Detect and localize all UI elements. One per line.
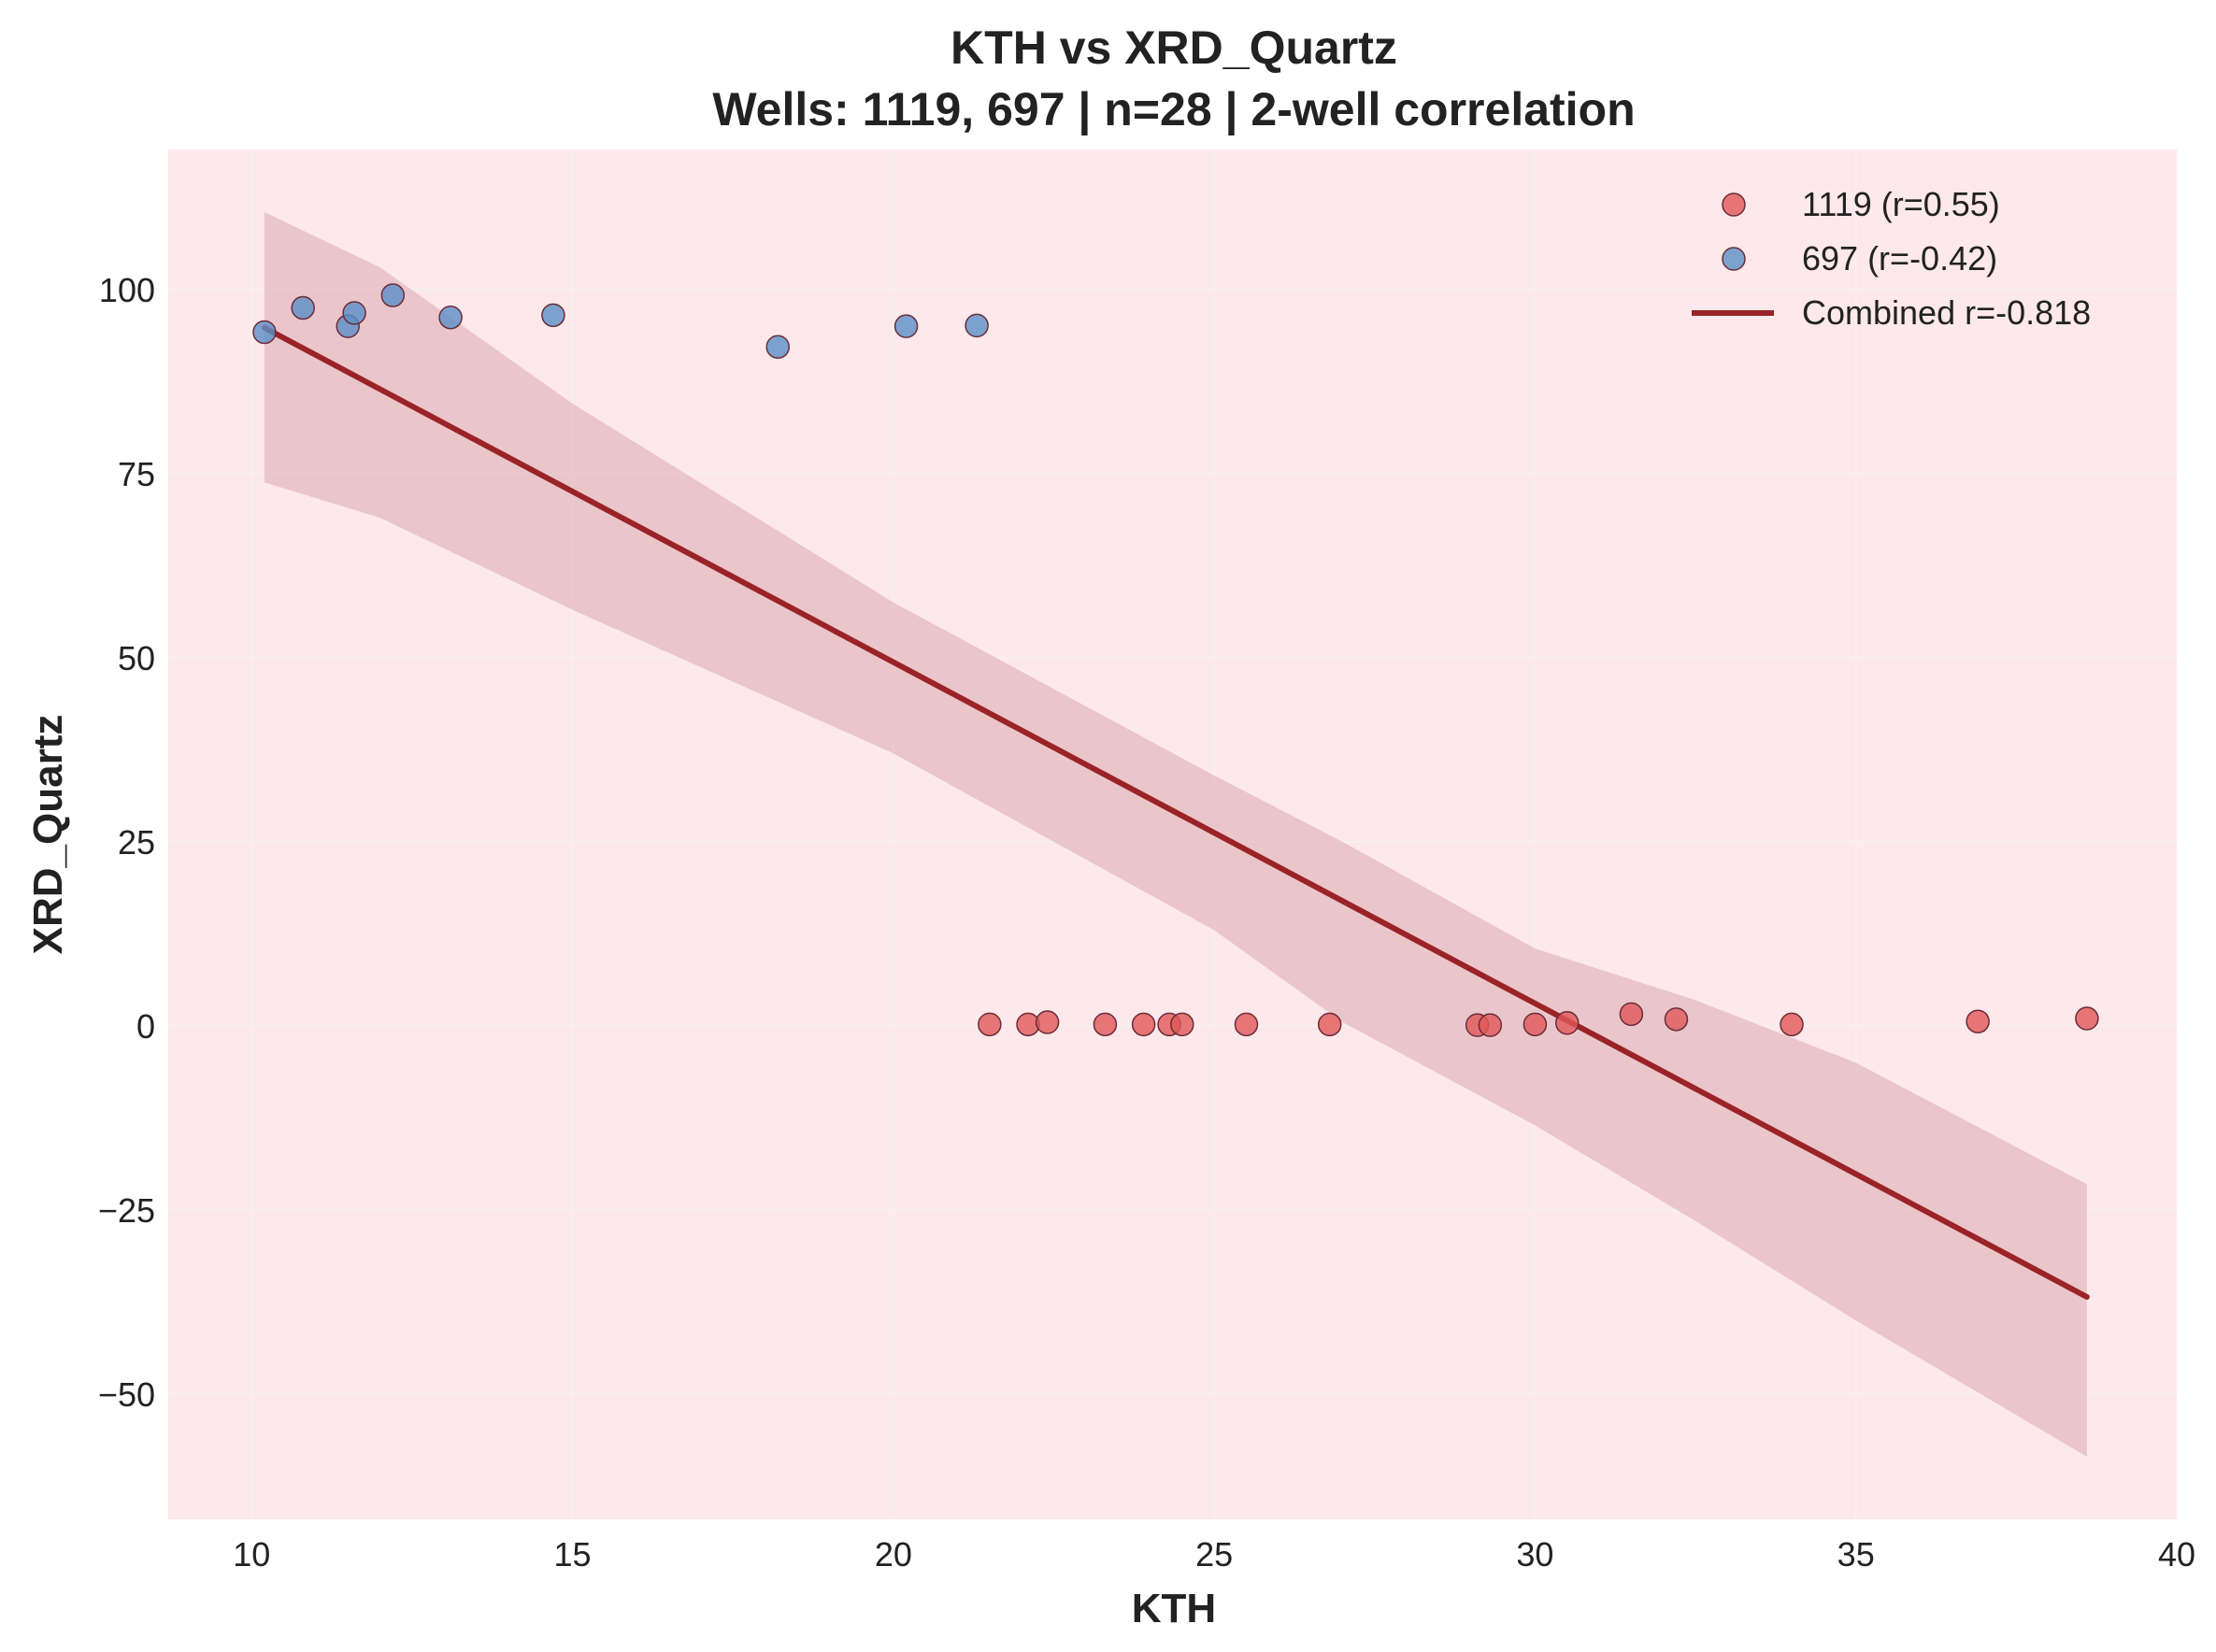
- legend-marker-1119: [1722, 192, 1746, 217]
- confidence-band: [264, 211, 2087, 1458]
- data-point-1119: [1234, 1012, 1259, 1037]
- y-tick-label: 75: [118, 455, 155, 493]
- chart-subtitle: Wells: 1119, 697 | n=28 | 2-well correla…: [712, 83, 1635, 136]
- legend-marker-697: [1722, 247, 1746, 271]
- data-point-697: [380, 283, 406, 307]
- data-point-1119: [1780, 1012, 1804, 1037]
- data-point-697: [438, 305, 463, 330]
- data-points-layer: [252, 283, 2099, 1037]
- x-tick-label: 10: [233, 1535, 270, 1574]
- data-point-697: [541, 303, 565, 328]
- y-tick-label: 100: [99, 271, 155, 309]
- data-point-1119: [978, 1012, 1002, 1037]
- data-point-697: [252, 320, 277, 345]
- data-point-1119: [2075, 1006, 2099, 1031]
- data-point-697: [894, 314, 919, 338]
- y-tick-label: −25: [98, 1191, 155, 1230]
- x-axis-label: KTH: [1132, 1586, 1216, 1631]
- x-tick-label: 20: [875, 1535, 912, 1574]
- data-point-1119: [1170, 1012, 1194, 1037]
- fit-line: [261, 324, 2090, 1300]
- data-point-1119: [1317, 1012, 1342, 1037]
- x-tick-label: 25: [1195, 1535, 1233, 1574]
- chart-title: KTH vs XRD_Quartz: [951, 21, 1397, 74]
- y-tick-label: 25: [118, 823, 155, 862]
- x-tick-label: 35: [1837, 1535, 1875, 1574]
- data-point-1119: [1131, 1012, 1156, 1037]
- legend-label-697: 697 (r=-0.42): [1802, 239, 1997, 278]
- legend: 1119 (r=0.55) 697 (r=-0.42) Combined r=-…: [1692, 185, 2091, 332]
- data-point-697: [291, 295, 315, 320]
- data-point-697: [342, 301, 366, 325]
- data-point-1119: [1619, 1002, 1644, 1027]
- data-point-1119: [1523, 1012, 1548, 1037]
- legend-label-1119: 1119 (r=0.55): [1802, 185, 2000, 223]
- x-tick-labels: 10 15 20 25 30 35 40: [233, 1535, 2195, 1574]
- y-axis-label: XRD_Quartz: [25, 715, 71, 955]
- fit-line-layer: [261, 324, 2090, 1300]
- y-tick-label: 50: [118, 639, 155, 677]
- legend-label-combined: Combined r=-0.818: [1802, 293, 2091, 332]
- data-point-1119: [1035, 1010, 1060, 1034]
- confidence-band-layer: [264, 211, 2087, 1458]
- y-tick-label: −50: [98, 1375, 155, 1414]
- data-point-1119: [1554, 1011, 1580, 1035]
- data-point-697: [965, 313, 989, 338]
- data-point-1119: [1478, 1013, 1503, 1037]
- data-point-697: [765, 335, 791, 359]
- y-tick-labels: 100 75 50 25 0 −25 −50: [98, 271, 155, 1414]
- data-point-1119: [1664, 1007, 1689, 1032]
- y-tick-label: 0: [136, 1007, 155, 1046]
- data-point-1119: [1093, 1012, 1118, 1037]
- x-tick-label: 15: [554, 1535, 592, 1574]
- x-tick-label: 40: [2158, 1535, 2195, 1574]
- data-point-1119: [1966, 1009, 1990, 1033]
- x-tick-label: 30: [1516, 1535, 1553, 1574]
